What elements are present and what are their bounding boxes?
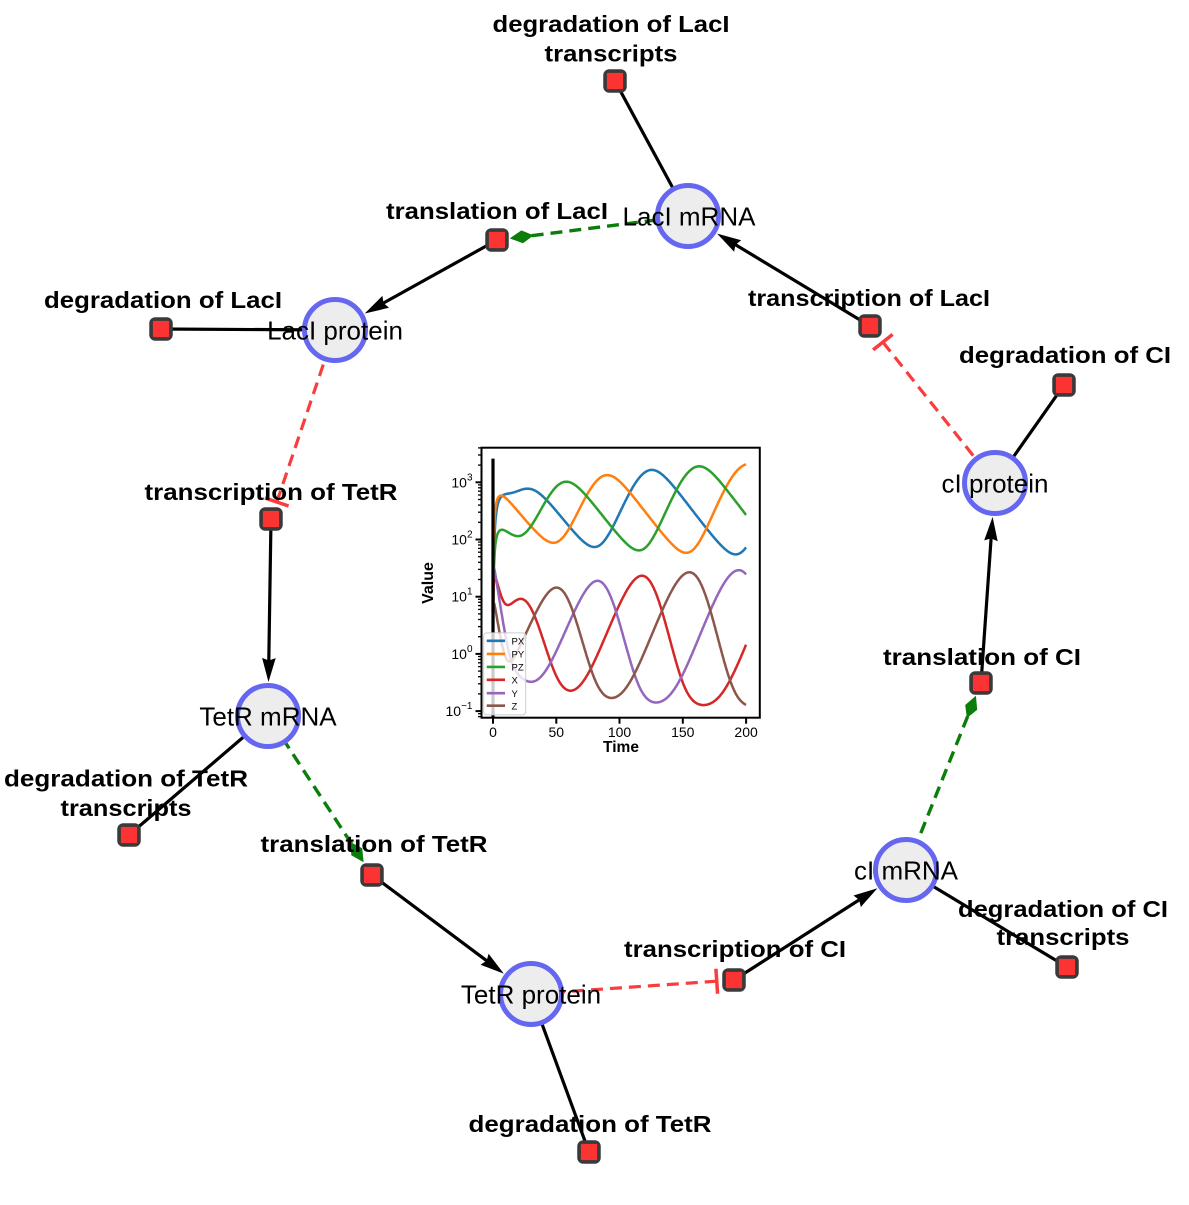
svg-text:degradation of LacI: degradation of LacI [493,11,730,37]
svg-text:transcripts: transcripts [997,924,1130,950]
svg-text:150: 150 [671,724,695,740]
svg-text:200: 200 [734,724,758,740]
svg-text:Time: Time [603,739,639,756]
svg-text:0: 0 [489,724,497,740]
svg-text:PY: PY [512,650,525,661]
svg-text:101: 101 [451,587,473,605]
svg-text:transcription of CI: transcription of CI [624,936,846,962]
svg-text:102: 102 [451,530,473,548]
svg-text:transcripts: transcripts [61,795,192,821]
svg-text:50: 50 [549,724,565,740]
svg-text:translation of LacI: translation of LacI [386,198,608,224]
svg-text:degradation of TetR: degradation of TetR [4,766,248,792]
svg-text:cI protein: cI protein [942,468,1049,498]
svg-text:Z: Z [512,701,518,712]
svg-text:LacI protein: LacI protein [267,315,403,345]
svg-text:translation of TetR: translation of TetR [261,831,488,857]
svg-text:100: 100 [608,724,632,740]
svg-text:cI mRNA: cI mRNA [854,855,959,885]
svg-text:transcripts: transcripts [545,41,678,67]
svg-text:TetR protein: TetR protein [461,979,601,1009]
svg-text:degradation of CI: degradation of CI [958,896,1168,922]
svg-text:Value: Value [420,562,437,604]
svg-text:10−1: 10−1 [446,701,473,719]
svg-text:degradation of CI: degradation of CI [959,342,1171,368]
svg-text:X: X [512,676,519,687]
svg-text:Y: Y [512,689,519,700]
svg-text:degradation of TetR: degradation of TetR [469,1111,712,1137]
svg-text:100: 100 [451,644,473,662]
svg-text:transcription of LacI: transcription of LacI [748,285,990,311]
svg-text:TetR mRNA: TetR mRNA [199,701,337,731]
svg-text:PZ: PZ [512,663,524,674]
svg-text:degradation of LacI: degradation of LacI [44,287,282,313]
svg-text:LacI mRNA: LacI mRNA [623,201,757,231]
svg-text:PX: PX [512,637,525,648]
svg-text:translation of CI: translation of CI [883,644,1081,670]
svg-text:103: 103 [451,472,473,490]
svg-text:transcription of TetR: transcription of TetR [145,479,398,505]
